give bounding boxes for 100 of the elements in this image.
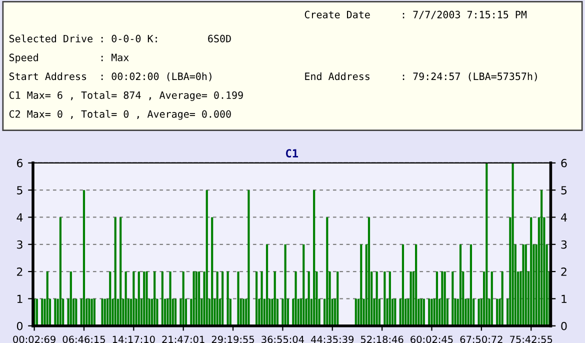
bar bbox=[90, 298, 93, 326]
bar bbox=[195, 272, 198, 326]
x-tick-label: 75:42:55 bbox=[510, 336, 552, 343]
bar bbox=[540, 190, 543, 326]
text: Speed : Max bbox=[9, 53, 129, 64]
y-tick-label: 3 bbox=[17, 240, 22, 249]
bar bbox=[75, 298, 78, 326]
x-tick-label: 29:19:55 bbox=[212, 336, 254, 343]
bar bbox=[522, 244, 524, 326]
bar bbox=[256, 272, 258, 326]
chart-title: C1 bbox=[286, 149, 298, 158]
text: Selected Drive : 0-0-0 K: 6S0D bbox=[9, 34, 231, 42]
bar bbox=[422, 298, 425, 326]
bar bbox=[360, 244, 362, 326]
y-tick-label: 4 bbox=[16, 213, 23, 222]
bar bbox=[41, 298, 44, 326]
bar bbox=[410, 272, 412, 326]
bar bbox=[302, 244, 305, 326]
bar bbox=[490, 272, 493, 326]
y-tick-label: 5 bbox=[17, 186, 22, 194]
x-tick-label: 06:46:15 bbox=[62, 336, 105, 343]
bar bbox=[82, 190, 86, 326]
bar bbox=[430, 298, 433, 326]
bar bbox=[93, 298, 96, 326]
y2-tick-label: 4 bbox=[560, 213, 567, 222]
bar bbox=[415, 244, 418, 326]
bar bbox=[260, 272, 263, 326]
bar bbox=[384, 272, 386, 326]
bar bbox=[266, 244, 268, 326]
bar bbox=[388, 272, 391, 326]
bar bbox=[109, 272, 112, 326]
bar bbox=[143, 272, 146, 326]
bar bbox=[436, 272, 438, 326]
text: C2 Max= 0 , Total= 0 , Average= 0.000 bbox=[9, 110, 231, 120]
x-tick-label: 52:18:46 bbox=[360, 336, 404, 343]
x-tick-label: 44:35:39 bbox=[311, 336, 354, 343]
bar bbox=[114, 217, 116, 326]
bar bbox=[88, 298, 90, 326]
bar bbox=[104, 298, 106, 326]
bar bbox=[336, 272, 339, 326]
bar bbox=[428, 298, 430, 326]
bar bbox=[326, 217, 328, 326]
x-tick-label: 60:02:45 bbox=[410, 336, 453, 343]
y2-tick-label: 3 bbox=[561, 240, 567, 249]
bar bbox=[70, 272, 72, 326]
bar bbox=[54, 298, 56, 326]
bar bbox=[274, 272, 276, 326]
bar bbox=[36, 298, 38, 326]
bar bbox=[216, 272, 218, 326]
bar bbox=[376, 272, 378, 326]
bar bbox=[226, 272, 229, 326]
y2-tick-label: 0 bbox=[561, 322, 567, 330]
bar bbox=[294, 272, 297, 326]
bar bbox=[496, 298, 498, 326]
bar bbox=[169, 272, 172, 326]
text: Start Address : 00:02:00 (LBA=0h) bbox=[9, 72, 212, 82]
bar bbox=[444, 272, 446, 326]
bar bbox=[132, 272, 135, 326]
bar bbox=[146, 272, 148, 326]
bar bbox=[192, 272, 195, 326]
bar bbox=[478, 298, 480, 326]
bar bbox=[530, 217, 532, 326]
x-tick-label: 67:50:72 bbox=[460, 336, 502, 343]
bar bbox=[402, 244, 404, 326]
x-tick-label: 21:47:01 bbox=[162, 336, 204, 343]
y-tick-label: 2 bbox=[17, 268, 22, 276]
y2-tick-label: 5 bbox=[561, 186, 567, 194]
y-tick-label: 6 bbox=[16, 158, 23, 168]
bar bbox=[174, 298, 177, 326]
bar bbox=[452, 272, 454, 326]
bar bbox=[198, 272, 200, 326]
bar bbox=[211, 217, 214, 326]
bar bbox=[368, 217, 370, 326]
bar bbox=[138, 272, 140, 326]
bar bbox=[512, 162, 514, 326]
bar bbox=[206, 190, 208, 326]
bar bbox=[354, 298, 357, 326]
text: End Address : 79:24:57 (LBA=57357h) bbox=[305, 72, 537, 82]
bar bbox=[154, 272, 156, 326]
bar bbox=[308, 272, 310, 326]
bar bbox=[182, 272, 184, 326]
bar bbox=[46, 272, 48, 326]
bar bbox=[242, 298, 245, 326]
y-tick-label: 1 bbox=[17, 294, 22, 303]
bar bbox=[486, 162, 488, 326]
bar bbox=[284, 244, 286, 326]
bar bbox=[222, 272, 224, 326]
text: Create Date : 7/7/2003 7:15:15 PM bbox=[304, 10, 527, 20]
bar bbox=[237, 272, 240, 326]
bar bbox=[470, 244, 472, 326]
bar bbox=[120, 217, 122, 326]
y2-tick-label: 1 bbox=[562, 294, 566, 303]
bar bbox=[59, 217, 62, 326]
bar bbox=[524, 244, 527, 326]
bar bbox=[420, 298, 422, 326]
bar bbox=[248, 190, 250, 326]
bar bbox=[313, 190, 316, 326]
y2-tick-label: 2 bbox=[561, 268, 566, 276]
bar bbox=[101, 298, 104, 326]
text: C1 Max= 6 , Total= 874 , Average= 0.199 bbox=[9, 91, 243, 101]
